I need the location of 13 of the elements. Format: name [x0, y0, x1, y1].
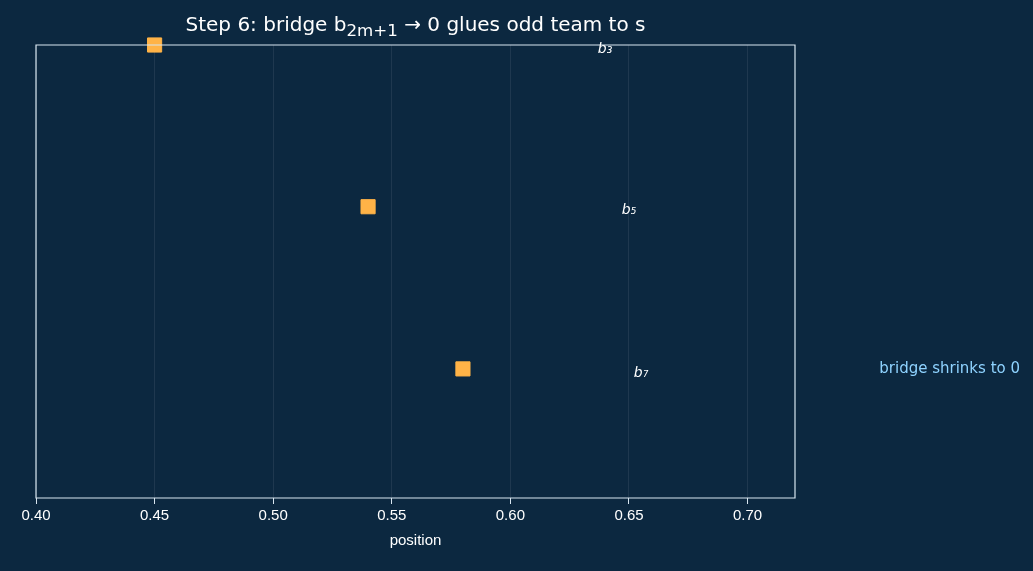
x-tick-label: 0.60 — [495, 506, 525, 524]
annotation: b₇ — [633, 363, 649, 380]
chart-title: Step 6: bridge b$_{2m+1}$ → 0 glues odd team to s — [184, 12, 647, 40]
x-tick-label: 0.65 — [614, 506, 644, 524]
x-tick-label: 0.55 — [377, 506, 407, 524]
annotation: b₃ — [597, 39, 613, 56]
annotation: b₅ — [621, 201, 637, 218]
x-tick-label: 0.45 — [139, 506, 170, 524]
text: bridge shrinks to 0 — [878, 358, 1020, 377]
x-axis-title: position — [389, 531, 442, 549]
x-tick-label: 0.50 — [258, 506, 288, 524]
x-tick-label: 0.70 — [732, 506, 763, 524]
x-tick-label: 0.40 — [21, 506, 51, 524]
